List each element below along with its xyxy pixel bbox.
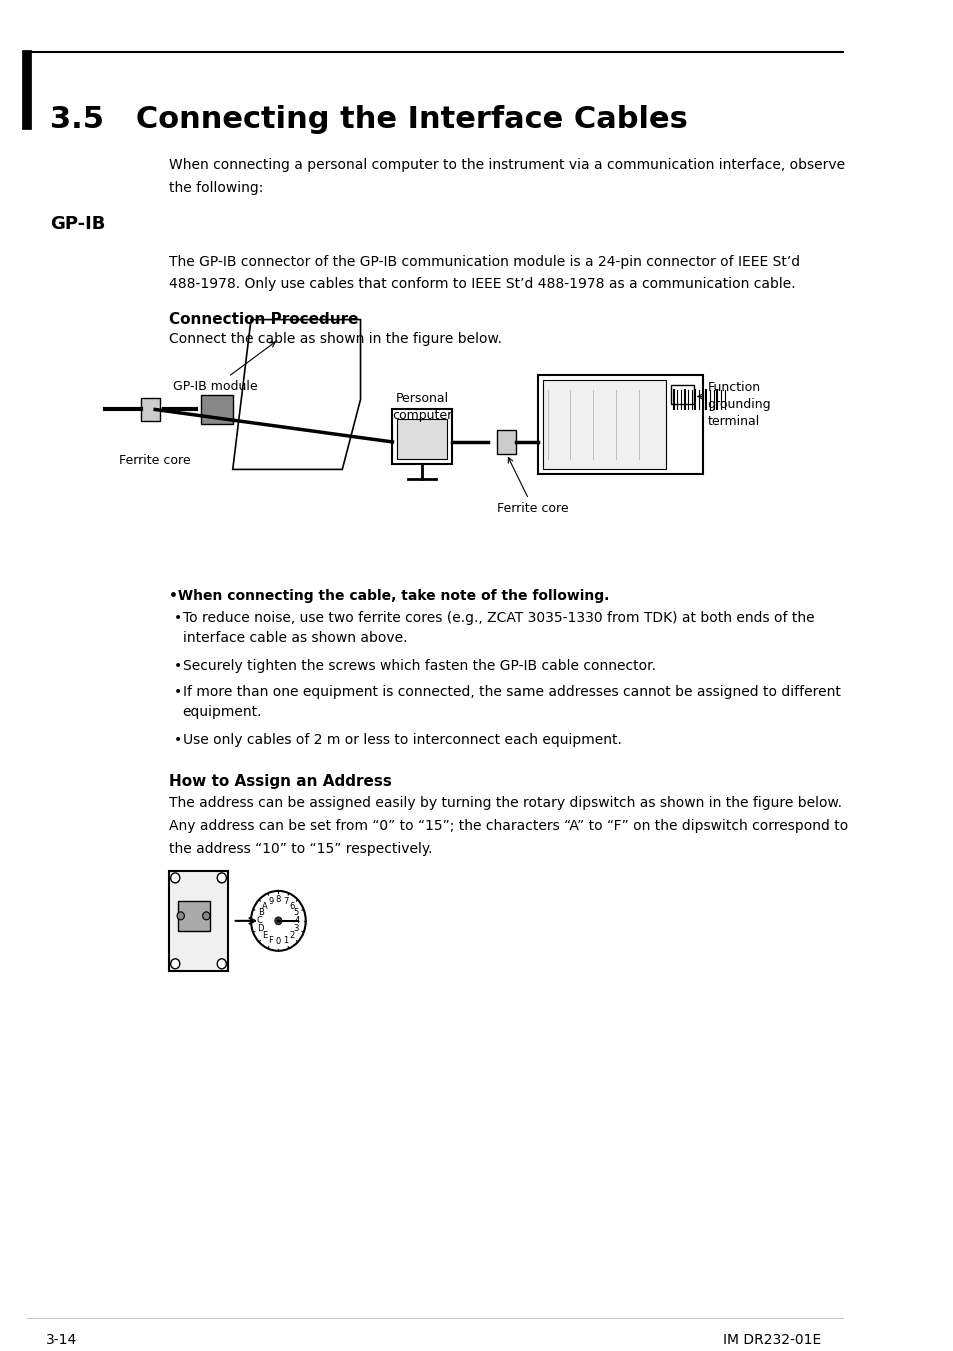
Text: When connecting a personal computer to the instrument via a communication interf: When connecting a personal computer to t… — [169, 158, 844, 195]
Text: Personal
computer: Personal computer — [392, 392, 452, 422]
Text: Securely tighten the screws which fasten the GP-IB cable connector.: Securely tighten the screws which fasten… — [182, 659, 655, 673]
Text: How to Assign an Address: How to Assign an Address — [169, 774, 392, 789]
Text: •: • — [173, 611, 181, 626]
Circle shape — [171, 959, 179, 969]
Text: C: C — [256, 916, 262, 925]
Circle shape — [202, 912, 210, 920]
Text: The GP-IB connector of the GP-IB communication module is a 24-pin connector of I: The GP-IB connector of the GP-IB communi… — [169, 255, 800, 292]
Text: Ferrite core: Ferrite core — [497, 458, 568, 515]
Polygon shape — [497, 430, 516, 454]
Circle shape — [217, 873, 226, 884]
Text: 1: 1 — [283, 936, 288, 944]
Bar — [169, 871, 228, 971]
Text: E: E — [262, 931, 267, 940]
Text: 0: 0 — [275, 938, 281, 946]
Text: 6: 6 — [289, 901, 294, 911]
Text: 3.5   Connecting the Interface Cables: 3.5 Connecting the Interface Cables — [51, 105, 687, 134]
Text: A: A — [262, 901, 268, 911]
Polygon shape — [396, 419, 447, 459]
Text: Connect the cable as shown in the figure below.: Connect the cable as shown in the figure… — [169, 331, 501, 346]
Text: F: F — [269, 936, 274, 944]
Text: •: • — [173, 685, 181, 700]
Text: Connection Procedure: Connection Procedure — [169, 312, 358, 327]
Text: •: • — [173, 659, 181, 673]
Text: 3: 3 — [294, 924, 298, 934]
Text: GP-IB: GP-IB — [51, 215, 106, 232]
Text: 7: 7 — [283, 897, 288, 907]
Text: 9: 9 — [268, 897, 274, 907]
Circle shape — [177, 912, 184, 920]
Text: GP-IB module: GP-IB module — [173, 342, 274, 393]
Polygon shape — [200, 394, 233, 424]
Circle shape — [274, 917, 282, 925]
Text: Ferrite core: Ferrite core — [118, 454, 190, 467]
Text: 3-14: 3-14 — [46, 1333, 77, 1347]
Circle shape — [217, 959, 226, 969]
Text: D: D — [257, 924, 264, 934]
Text: 2: 2 — [289, 931, 294, 940]
Circle shape — [251, 890, 306, 951]
Text: If more than one equipment is connected, the same addresses cannot be assigned t: If more than one equipment is connected,… — [182, 685, 840, 719]
Text: •: • — [173, 734, 181, 747]
Bar — [178, 901, 210, 931]
Text: Use only cables of 2 m or less to interconnect each equipment.: Use only cables of 2 m or less to interc… — [182, 734, 620, 747]
Text: 5: 5 — [294, 908, 298, 917]
Text: 8: 8 — [275, 896, 281, 904]
Circle shape — [171, 873, 179, 884]
Text: IM DR232-01E: IM DR232-01E — [722, 1333, 821, 1347]
Text: 4: 4 — [294, 916, 300, 925]
Text: B: B — [257, 908, 263, 917]
Polygon shape — [141, 397, 159, 422]
Text: The address can be assigned easily by turning the rotary dipswitch as shown in t: The address can be assigned easily by tu… — [169, 796, 847, 855]
Polygon shape — [542, 380, 665, 469]
Text: •When connecting the cable, take note of the following.: •When connecting the cable, take note of… — [169, 589, 609, 604]
Text: To reduce noise, use two ferrite cores (e.g., ZCAT 3035-1330 from TDK) at both e: To reduce noise, use two ferrite cores (… — [182, 611, 813, 644]
Bar — [670, 385, 693, 404]
Text: Function
grounding
terminal: Function grounding terminal — [706, 381, 770, 428]
